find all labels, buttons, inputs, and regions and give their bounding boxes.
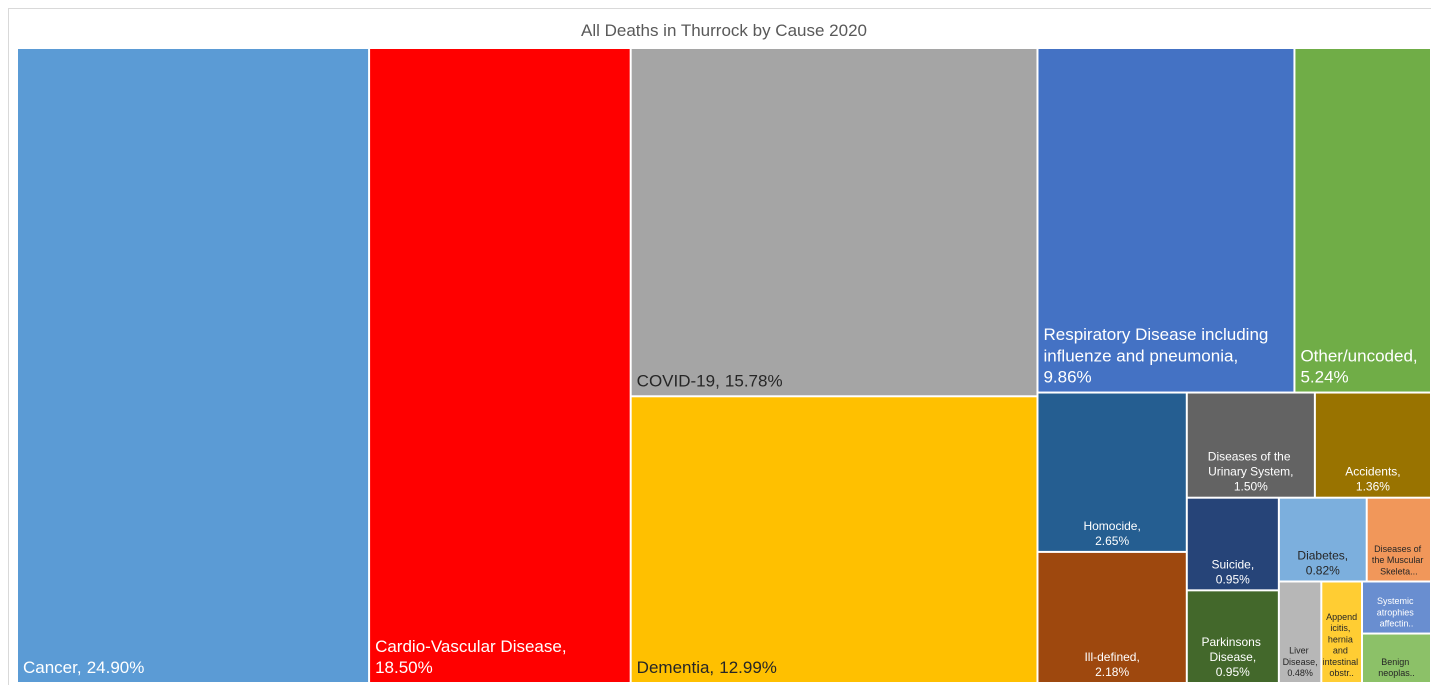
- tile-value-label: 1.36%: [1356, 480, 1390, 494]
- tile-label: Cancer,: [23, 658, 82, 677]
- tile-label: Dementia,: [637, 658, 714, 677]
- tile: [1187, 498, 1278, 590]
- tile-value-label: 0.48%: [1287, 668, 1313, 678]
- tile: [1363, 634, 1430, 682]
- tile: [18, 49, 369, 682]
- tile-value-label: 2.65%: [1095, 534, 1129, 548]
- tile-value-label: 0.95%: [1216, 665, 1250, 679]
- tile-label: Append icitis, hernia and intestinal obst…: [1323, 612, 1361, 678]
- tile-label: Respiratory Disease including influenze …: [1043, 325, 1273, 365]
- tile-label: Other/uncoded,: [1300, 346, 1417, 365]
- tile: [1279, 498, 1366, 581]
- chart-title: All Deaths in Thurrock by Cause 2020: [581, 21, 867, 40]
- tile-value-label: 12.99%: [719, 658, 777, 677]
- tile: [1295, 49, 1430, 392]
- tile-label: Diseases of the Urinary System,: [1208, 450, 1294, 479]
- tile: [1038, 49, 1294, 392]
- tile-label: Liver Disease,: [1283, 646, 1318, 667]
- tile-label: Parkinsons Disease,: [1201, 635, 1264, 664]
- tile-label: Accidents,: [1345, 465, 1400, 479]
- tile-value-label: 15.78%: [725, 371, 783, 390]
- tile-label: Cardio-Vascular Disease,: [375, 637, 566, 656]
- tile: [1187, 591, 1278, 682]
- tile-value-label: 0.95%: [1216, 572, 1250, 586]
- tile: [370, 49, 630, 682]
- tile-label: Ill-defined,: [1084, 650, 1139, 664]
- tile-label: Benign neoplas..: [1378, 657, 1415, 678]
- tile: [1038, 552, 1186, 682]
- tile: [1367, 498, 1430, 581]
- tile-label: Suicide,: [1211, 557, 1254, 571]
- tile-value-label: 9.86%: [1043, 368, 1091, 387]
- tile-label: Diseases of the Muscular Skeleta...: [1372, 544, 1426, 577]
- chart-frame: [8, 8, 1431, 685]
- tile-value-label: 24.90%: [87, 658, 145, 677]
- tile-label: COVID-19,: [637, 371, 720, 390]
- tile: [631, 397, 1037, 682]
- tile-label: Systemic atrophies affectin..: [1377, 596, 1417, 629]
- tile: [1187, 393, 1314, 497]
- tile: [1038, 393, 1186, 551]
- tile: [1363, 582, 1430, 633]
- tile-value-label: 18.50%: [375, 658, 433, 677]
- tile-value-label: 0.82%: [1306, 563, 1340, 577]
- tile-value-label: 1.50%: [1234, 480, 1268, 494]
- tile: [1315, 393, 1430, 497]
- tile-label: Diabetes,: [1297, 548, 1348, 562]
- tile-value-label: 5.24%: [1300, 368, 1348, 387]
- tile: [631, 49, 1037, 396]
- tile: [1279, 582, 1321, 682]
- tile: [1322, 582, 1362, 682]
- tile-value-label: 2.18%: [1095, 665, 1129, 679]
- tile-label: Homocide,: [1083, 519, 1140, 533]
